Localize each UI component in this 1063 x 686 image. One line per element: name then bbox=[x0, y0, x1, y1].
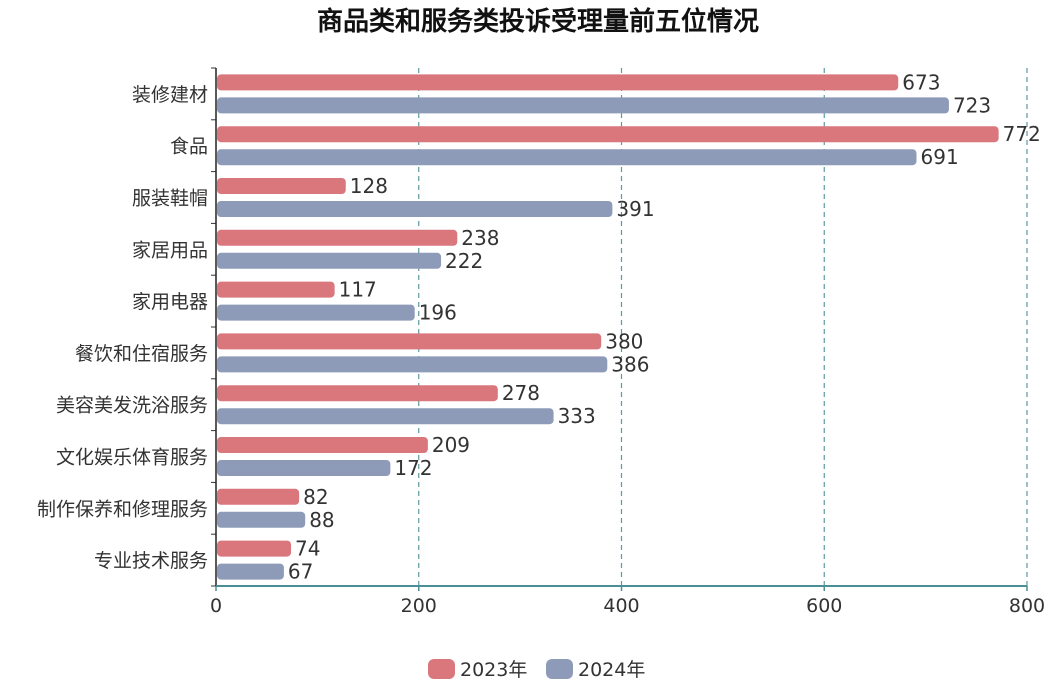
bar-1-5 bbox=[217, 281, 335, 298]
x-tick-label-200: 200 bbox=[401, 595, 437, 617]
bar-1-9 bbox=[217, 488, 300, 505]
bar-1-1 bbox=[217, 74, 899, 91]
category-label-3: 服装鞋帽 bbox=[132, 188, 208, 210]
value-label-1-3: 128 bbox=[350, 174, 388, 198]
bar-1-2 bbox=[217, 126, 999, 143]
category-label-7: 美容美发洗浴服务 bbox=[56, 395, 208, 417]
value-label-1-1: 673 bbox=[902, 70, 940, 94]
value-label-2-3: 391 bbox=[616, 197, 654, 221]
chart-title: 商品类和服务类投诉受理量前五位情况 bbox=[317, 6, 759, 37]
bar-2-3 bbox=[217, 201, 613, 217]
bar-2-7 bbox=[217, 408, 554, 425]
value-label-1-4: 238 bbox=[461, 226, 499, 250]
bar-2-6 bbox=[217, 356, 608, 373]
legend-swatch-2 bbox=[546, 659, 573, 679]
x-tick-label-0: 0 bbox=[210, 595, 222, 617]
value-label-1-10: 74 bbox=[295, 537, 320, 561]
x-tick-label-800: 800 bbox=[1009, 595, 1045, 617]
bar-1-4 bbox=[217, 229, 458, 246]
value-label-2-1: 723 bbox=[953, 93, 991, 117]
bar-2-10 bbox=[217, 563, 284, 580]
legend: 2023年 2024年 bbox=[428, 659, 645, 681]
category-label-6: 餐饮和住宿服务 bbox=[75, 343, 208, 365]
value-label-2-10: 67 bbox=[288, 560, 313, 584]
category-label-4: 家居用品 bbox=[132, 239, 208, 261]
category-label-10: 专业技术服务 bbox=[94, 550, 208, 572]
category-label-5: 家用电器 bbox=[132, 291, 208, 313]
value-label-2-7: 333 bbox=[558, 404, 596, 428]
bar-2-8 bbox=[217, 460, 391, 476]
category-label-9: 制作保养和修理服务 bbox=[37, 498, 208, 520]
value-label-1-7: 278 bbox=[502, 381, 540, 405]
category-label-8: 文化娱乐体育服务 bbox=[56, 447, 208, 469]
value-label-1-8: 209 bbox=[432, 433, 470, 457]
legend-label-1: 2023年 bbox=[460, 659, 527, 681]
bar-1-8 bbox=[217, 437, 428, 453]
axes: 装修建材食品服装鞋帽家居用品家用电器餐饮和住宿服务美容美发洗浴服务文化娱乐体育服… bbox=[37, 67, 1045, 617]
legend-swatch-1 bbox=[428, 659, 455, 679]
bar-1-7 bbox=[217, 385, 498, 402]
value-label-1-2: 772 bbox=[1003, 122, 1041, 146]
bar-2-9 bbox=[217, 511, 306, 528]
category-label-1: 装修建材 bbox=[132, 84, 208, 106]
bar-2-5 bbox=[217, 304, 415, 321]
bar-1-10 bbox=[217, 540, 292, 557]
x-tick-label-400: 400 bbox=[603, 595, 639, 617]
category-label-2: 食品 bbox=[170, 136, 208, 158]
bar-2-1 bbox=[217, 97, 949, 114]
value-label-2-4: 222 bbox=[445, 249, 483, 273]
bar-2-2 bbox=[217, 149, 917, 166]
legend-label-2: 2024年 bbox=[578, 659, 645, 681]
bar-1-3 bbox=[217, 178, 346, 194]
bar-2-4 bbox=[217, 252, 442, 269]
value-label-2-9: 88 bbox=[309, 508, 334, 532]
value-label-1-9: 82 bbox=[303, 485, 328, 509]
value-label-2-2: 691 bbox=[921, 145, 959, 169]
value-label-1-6: 380 bbox=[605, 329, 643, 353]
value-label-2-6: 386 bbox=[611, 352, 649, 376]
value-label-2-5: 196 bbox=[419, 301, 457, 325]
value-label-1-5: 117 bbox=[339, 278, 377, 302]
bar-1-6 bbox=[217, 333, 602, 350]
x-tick-label-600: 600 bbox=[806, 595, 842, 617]
value-label-2-8: 172 bbox=[394, 456, 432, 480]
